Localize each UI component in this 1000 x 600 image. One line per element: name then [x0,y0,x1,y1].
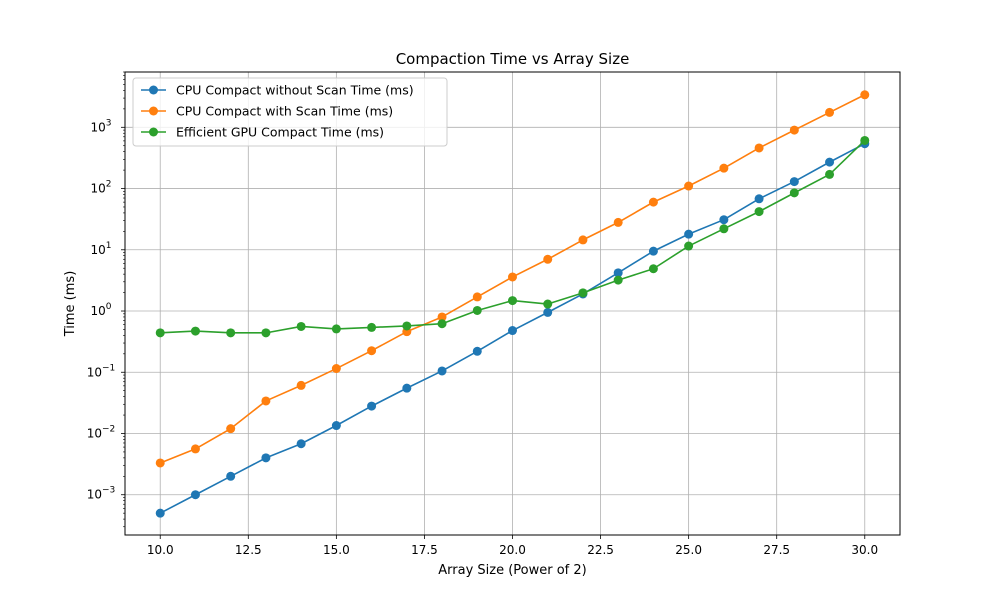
data-point [155,458,165,468]
series-3 [155,135,870,338]
data-point [261,453,271,463]
y-tick-label: 10−1 [87,363,116,379]
data-point [648,246,658,256]
data-point [613,275,623,285]
legend-marker [149,85,158,95]
data-point [825,169,835,179]
data-point [508,326,517,336]
data-point [472,305,482,315]
data-point [190,326,200,336]
legend-label: CPU Compact with Scan Time (ms) [176,104,393,119]
legend-item: CPU Compact without Scan Time (ms) [141,83,414,98]
data-point [331,364,341,374]
legend-item: Efficient GPU Compact Time (ms) [141,125,384,140]
data-point [402,383,412,393]
y-tick-label: 10−3 [87,486,116,502]
x-tick-label: 25.0 [675,543,702,557]
data-point [472,346,482,356]
data-point [613,268,623,278]
data-point [472,292,482,302]
data-point [367,401,377,411]
legend-label: Efficient GPU Compact Time (ms) [176,125,384,140]
data-point [508,296,517,306]
series-2 [155,90,870,468]
data-point [543,307,553,317]
x-tick-label: 17.5 [411,543,438,557]
data-point [226,471,236,481]
data-point [789,125,799,135]
legend-marker [149,106,158,116]
data-point [578,235,588,245]
data-point [825,157,835,167]
y-axis-label: Time (ms) [63,271,78,338]
data-point [789,188,799,198]
data-point [261,396,271,406]
data-point [648,264,658,274]
data-point [719,215,729,225]
y-tick-label: 102 [90,180,111,196]
data-point [543,254,553,264]
data-point [437,366,447,376]
data-point [719,163,729,173]
data-point [719,224,729,234]
y-tick-label: 103 [90,118,111,134]
data-point [437,319,447,329]
y-tick-label: 101 [90,241,111,257]
data-point [754,194,764,204]
legend: CPU Compact without Scan Time (ms) CPU Co… [132,77,448,147]
x-axis-label: Array Size (Power of 2) [438,563,586,578]
y-tick-label: 10−2 [87,424,116,440]
data-point [155,508,165,518]
data-point [825,107,835,117]
data-point [226,328,236,338]
x-tick-label: 30.0 [851,543,878,557]
data-point [613,217,623,227]
data-point [367,346,377,356]
chart-title: Compaction Time vs Array Size [396,50,630,68]
data-point [860,135,870,145]
x-tick-label: 10.0 [147,543,174,557]
x-tick-label: 15.0 [323,543,350,557]
x-tick-label: 22.5 [587,543,614,557]
legend-item: CPU Compact with Scan Time (ms) [141,104,393,119]
data-point [190,490,200,500]
data-point [437,312,447,322]
x-tick-label: 27.5 [763,543,790,557]
data-point [860,90,870,100]
data-point [789,177,799,187]
data-point [331,421,341,431]
data-point [684,181,694,191]
data-point [754,207,764,217]
data-point [684,229,694,239]
data-point [226,424,236,434]
data-point [296,321,306,331]
legend-box [132,77,448,147]
x-tick-label: 12.5 [235,543,262,557]
y-tick-label: 100 [90,302,111,318]
data-point [508,272,517,282]
data-point [648,197,658,207]
data-point [402,321,412,331]
grid [125,72,900,535]
data-point [578,288,588,298]
data-point [367,322,377,332]
data-point [190,444,200,454]
data-point [155,328,165,338]
data-point [296,380,306,390]
data-point [261,328,271,338]
data-point [331,324,341,334]
data-point [543,299,553,309]
data-point [296,439,306,449]
series-layer [155,90,870,518]
data-point [684,241,694,251]
axis-ticks: 10.0 12.5 15.0 17.5 20.0 22.5 25.0 27.5 30.0 10−3… [87,71,878,557]
x-tick-label: 20.0 [499,543,526,557]
legend-marker [149,127,158,137]
legend-label: CPU Compact without Scan Time (ms) [176,83,414,98]
series-1 [155,139,870,518]
data-point [754,143,764,153]
